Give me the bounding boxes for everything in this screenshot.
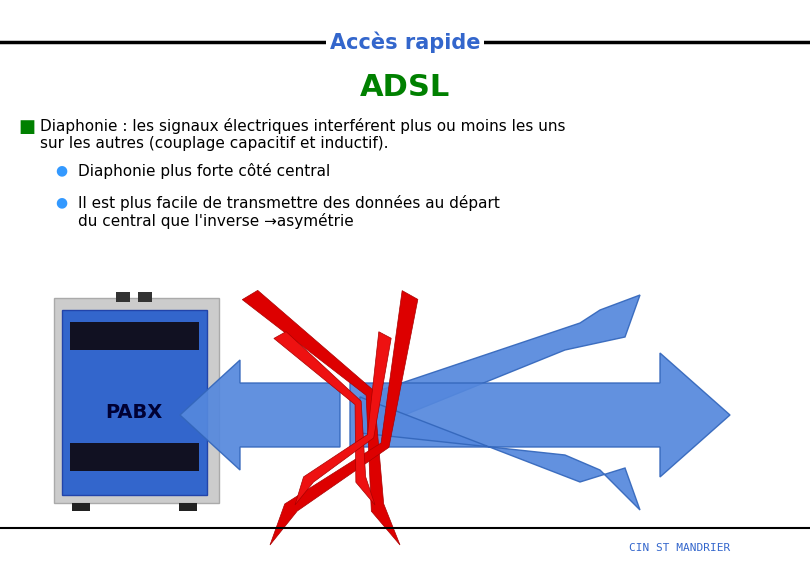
Polygon shape bbox=[350, 353, 730, 477]
Text: ●: ● bbox=[55, 163, 67, 177]
Polygon shape bbox=[360, 397, 640, 510]
Bar bbox=[54, 298, 219, 503]
Bar bbox=[62, 310, 207, 495]
Text: sur les autres (couplage capacitif et inductif).: sur les autres (couplage capacitif et in… bbox=[40, 136, 389, 151]
Bar bbox=[70, 322, 199, 350]
Text: Accès rapide: Accès rapide bbox=[330, 31, 480, 53]
Polygon shape bbox=[270, 291, 418, 545]
Polygon shape bbox=[360, 295, 640, 433]
Bar bbox=[70, 443, 199, 471]
Polygon shape bbox=[295, 332, 391, 505]
Text: ●: ● bbox=[55, 195, 67, 209]
Bar bbox=[179, 503, 197, 511]
Text: PABX: PABX bbox=[105, 402, 163, 421]
Polygon shape bbox=[274, 332, 375, 505]
Polygon shape bbox=[180, 360, 340, 470]
Bar bbox=[116, 292, 130, 302]
Text: ■: ■ bbox=[18, 118, 35, 136]
Text: CIN ST MANDRIER: CIN ST MANDRIER bbox=[629, 543, 731, 553]
Text: du central que l'inverse →asymétrie: du central que l'inverse →asymétrie bbox=[78, 213, 354, 229]
Bar bbox=[72, 503, 90, 511]
Text: ADSL: ADSL bbox=[360, 74, 450, 103]
Text: Il est plus facile de transmettre des données au départ: Il est plus facile de transmettre des do… bbox=[78, 195, 500, 211]
Bar bbox=[138, 292, 152, 302]
Text: Diaphonie plus forte côté central: Diaphonie plus forte côté central bbox=[78, 163, 330, 179]
Text: Diaphonie : les signaux électriques interférent plus ou moins les uns: Diaphonie : les signaux électriques inte… bbox=[40, 118, 565, 134]
Polygon shape bbox=[242, 290, 400, 545]
